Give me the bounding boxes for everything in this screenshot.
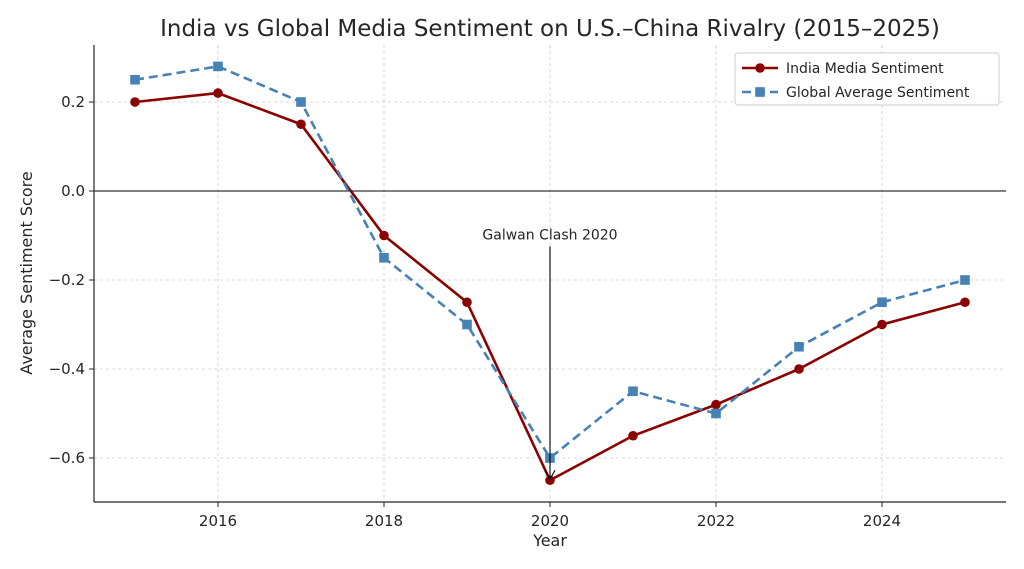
- legend: India Media Sentiment Global Average Sent…: [734, 52, 1000, 106]
- x-tick-label: 2022: [697, 512, 735, 530]
- annotation-arrowhead: [544, 469, 556, 481]
- tick-labels: 2016 2018 2020 2022 2024 0.2 0.0 −0.2 −0.4 −0.6: [49, 93, 902, 530]
- legend-frame: [734, 52, 1000, 106]
- y-axis-label: Average Sentiment Score: [17, 171, 36, 374]
- data-point: [877, 319, 887, 330]
- x-axis-label: Year: [532, 531, 567, 550]
- y-tick-label: −0.4: [49, 360, 85, 378]
- data-point: [794, 341, 804, 352]
- x-tick-label: 2016: [199, 512, 237, 530]
- x-tick-label: 2024: [863, 512, 901, 530]
- data-point: [711, 399, 721, 410]
- data-point: [794, 364, 804, 374]
- data-point: [711, 408, 721, 419]
- annotation-galwan-clash: Galwan Clash 2020: [482, 227, 617, 243]
- data-point: [130, 97, 140, 107]
- legend-item-india: India Media Sentiment: [742, 61, 944, 77]
- data-point: [462, 297, 472, 308]
- chart-title: India vs Global Media Sentiment on U.S.–…: [160, 16, 940, 42]
- y-tick-label: −0.2: [49, 271, 85, 289]
- y-tick-label: −0.6: [49, 449, 85, 467]
- series-line: [134, 65, 966, 460]
- data-point: [213, 61, 223, 72]
- data-point: [296, 97, 306, 107]
- data-point: [628, 430, 638, 441]
- legend-marker: [755, 63, 765, 73]
- legend-marker: [755, 87, 765, 97]
- annotation: Galwan Clash 2020: [482, 227, 618, 481]
- data-point: [379, 252, 389, 263]
- y-tick-label: 0.0: [61, 182, 85, 200]
- legend-item-global: Global Average Sentiment: [742, 85, 970, 101]
- data-point: [960, 297, 970, 308]
- data-point: [960, 275, 970, 285]
- legend-label: India Media Sentiment: [786, 61, 944, 77]
- data-point: [130, 74, 140, 85]
- legend-label: Global Average Sentiment: [786, 85, 970, 101]
- data-point: [379, 230, 389, 241]
- data-point: [296, 119, 306, 130]
- data-point: [628, 386, 638, 397]
- series-layer: [130, 61, 970, 486]
- data-point: [877, 297, 887, 308]
- data-point: [462, 319, 472, 330]
- x-tick-label: 2020: [531, 512, 569, 530]
- data-point: [213, 88, 223, 98]
- x-tick-label: 2018: [365, 512, 403, 530]
- y-tick-label: 0.2: [61, 93, 85, 111]
